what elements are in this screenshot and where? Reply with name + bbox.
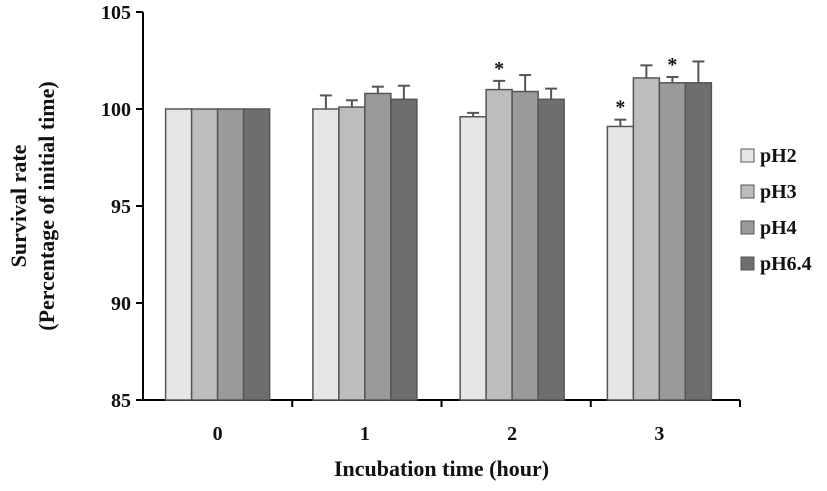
bar-pH3	[338, 106, 366, 401]
y-tick-label: 95	[111, 196, 131, 218]
legend-swatch	[740, 148, 755, 163]
bar-pH3	[485, 88, 513, 401]
legend-swatch	[740, 256, 755, 271]
legend-label: pH3	[760, 181, 797, 203]
x-axis-label: Incubation time (hour)	[334, 456, 549, 481]
y-tick-label: 90	[111, 293, 131, 315]
y-tick-label: 85	[111, 390, 131, 412]
bar-pH6.4	[242, 108, 271, 401]
legend-label: pH4	[760, 217, 797, 239]
x-tick-label: 0	[213, 423, 223, 445]
significance-marker: *	[615, 97, 625, 119]
bar-pH4	[511, 90, 539, 401]
y-axis-label: Survival rate	[6, 144, 31, 267]
y-tick-label: 100	[101, 99, 131, 121]
bar-pH2	[312, 108, 340, 401]
bar-pH6.4	[537, 98, 565, 401]
legend-label: pH6.4	[760, 253, 812, 275]
legend-swatch	[740, 184, 755, 199]
x-tick-label: 3	[654, 423, 664, 445]
bar-pH4	[658, 82, 687, 401]
x-tick-label: 1	[360, 423, 370, 445]
bar-pH2	[164, 108, 193, 401]
significance-marker: *	[494, 58, 504, 80]
bar-pH4	[216, 108, 245, 401]
legend-label: pH2	[760, 145, 797, 167]
bar-pH6.4	[390, 98, 418, 401]
bar-pH3	[632, 77, 661, 401]
legend-swatch	[740, 220, 755, 235]
bar-pH3	[190, 108, 219, 401]
bar-pH2	[459, 116, 487, 401]
significance-marker: *	[667, 54, 677, 76]
x-tick-label: 2	[507, 423, 517, 445]
bar-pH4	[364, 92, 392, 401]
bar-pH2	[606, 125, 635, 401]
y-tick-label: 105	[101, 2, 131, 24]
y-axis-label-sub: (Percentage of initial time)	[34, 81, 59, 330]
bar-pH6.4	[684, 82, 713, 401]
